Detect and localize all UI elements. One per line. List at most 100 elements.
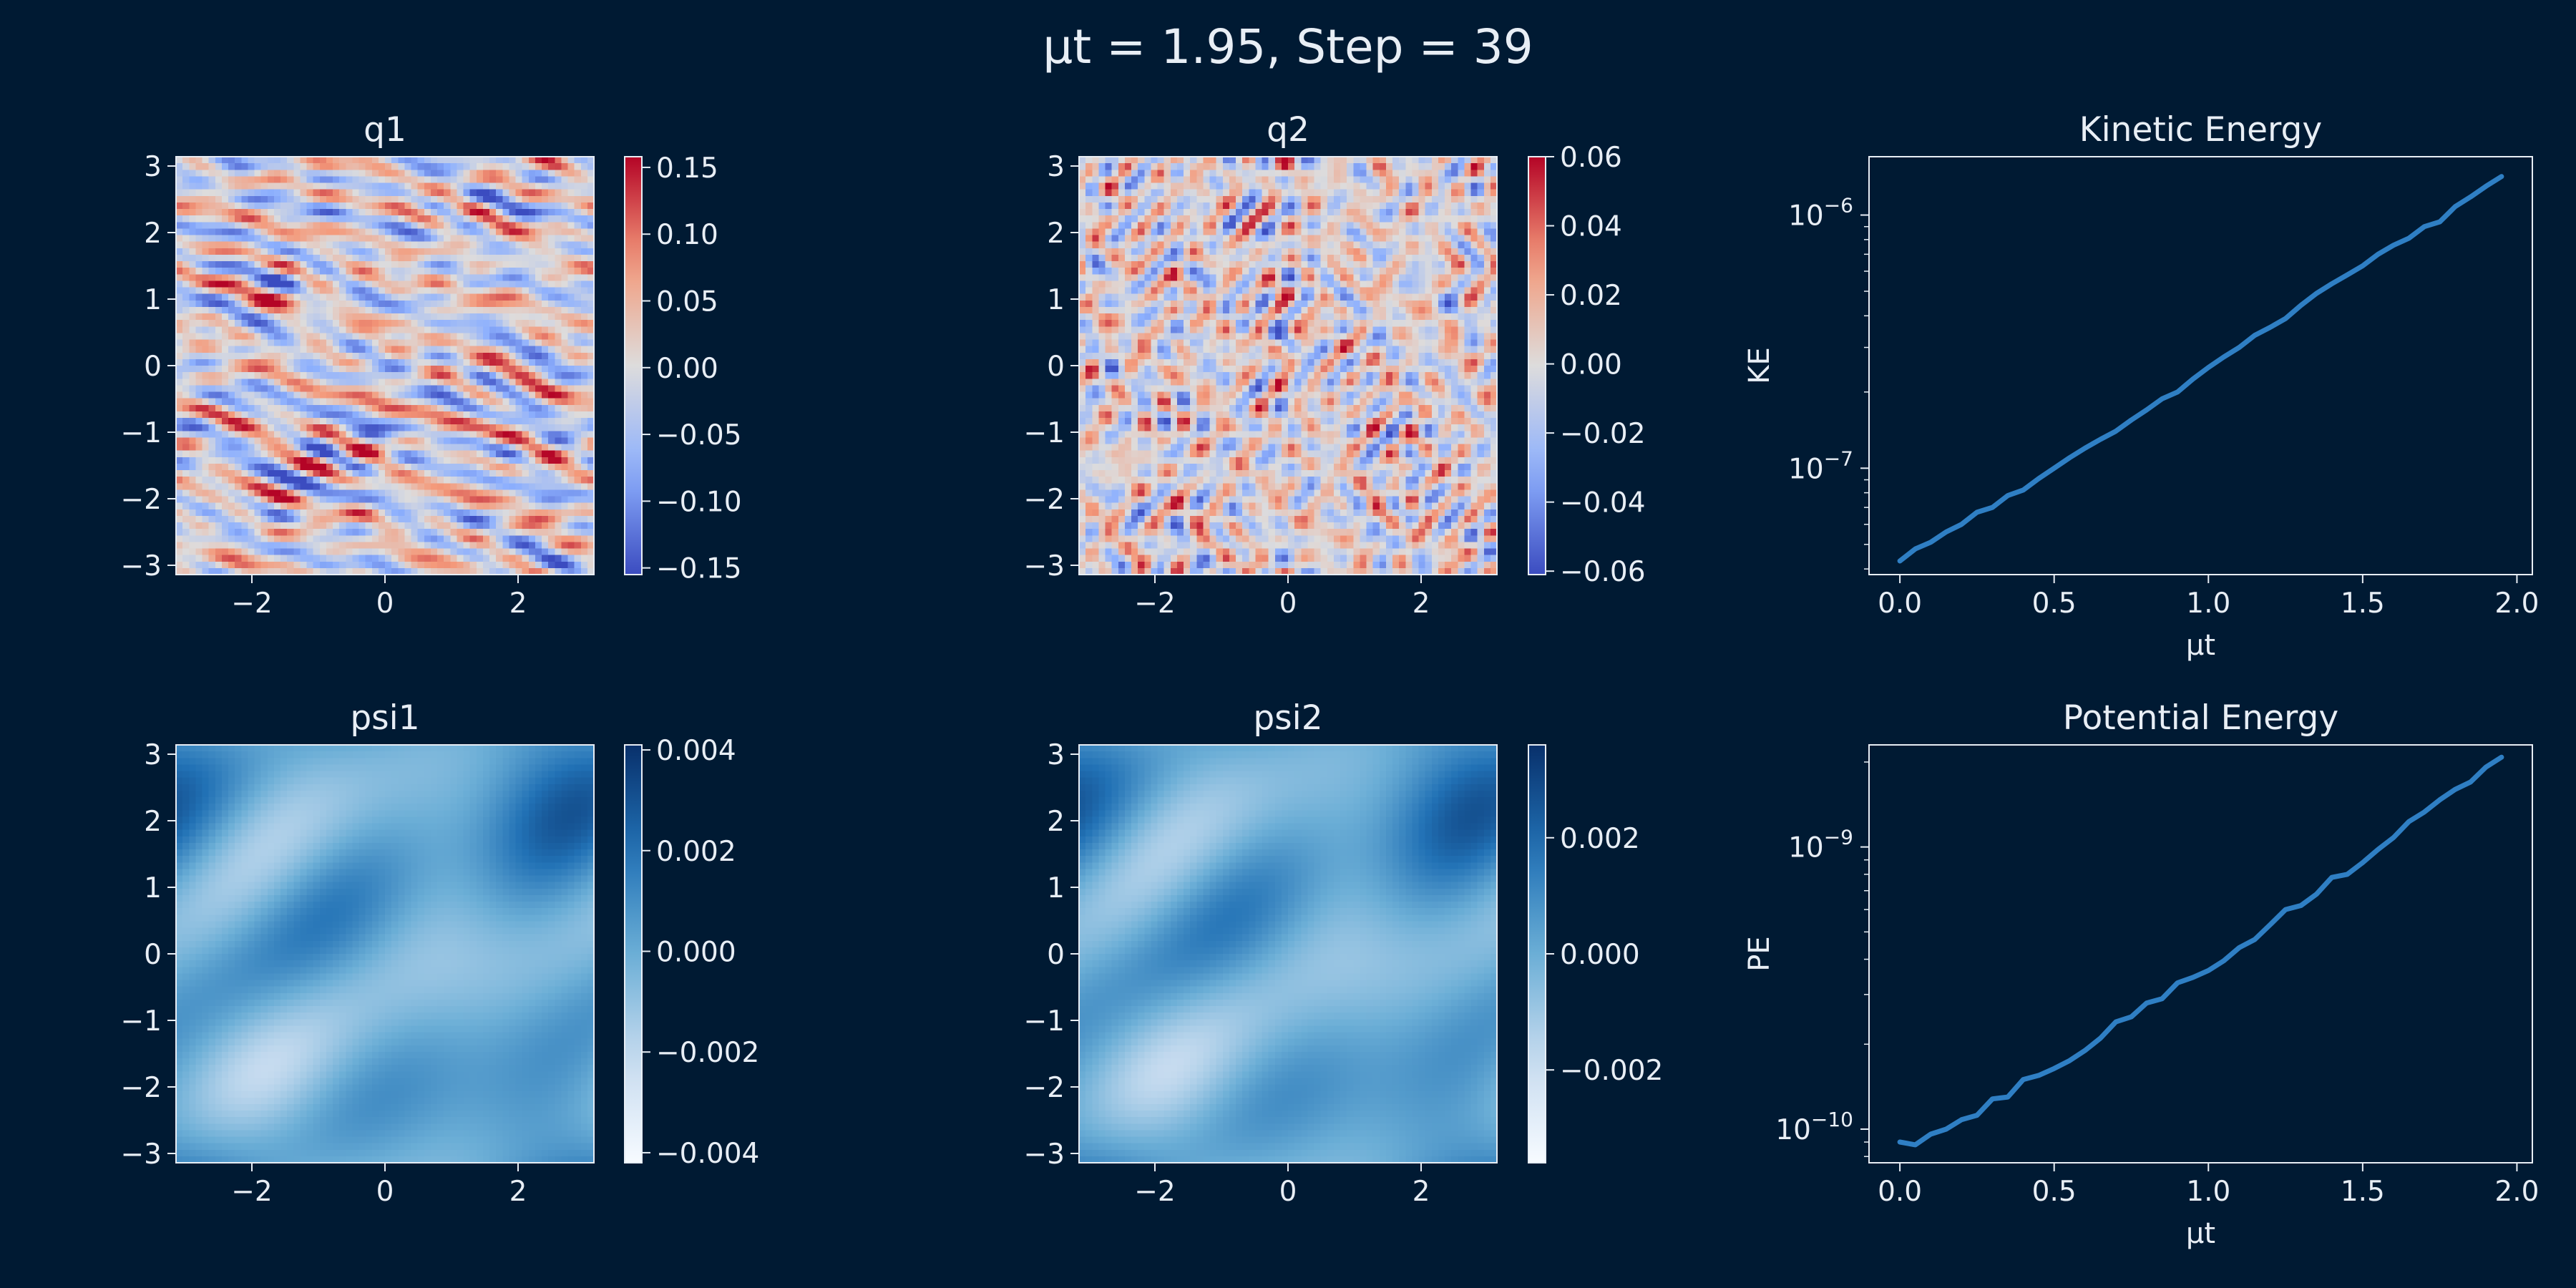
colorbar-tick-label: 0.002 — [656, 836, 736, 868]
panel-title-Kinetic Energy: Kinetic Energy — [2079, 110, 2322, 150]
figure-suptitle: μt = 1.95, Step = 39 — [1043, 19, 1533, 74]
y-tick-label: 2 — [1047, 806, 1065, 838]
y-tick-label: 0 — [144, 939, 162, 971]
colorbar-tick-label: 0.004 — [656, 735, 736, 767]
colorbar-tick-label: 0.15 — [656, 152, 718, 185]
y-tick-label: 3 — [144, 739, 162, 771]
y-tick-label: 3 — [1047, 739, 1065, 771]
panel-q2: q2 −2 0 2 −3 −2 −1 0 1 2 3 0.06 0.04 0.02 0.00 −0.02 −0.… — [1024, 110, 1646, 620]
heatmap-q1 — [176, 157, 595, 575]
colorbar-tick-label: −0.02 — [1560, 418, 1646, 450]
y-tick-label: −1 — [1024, 417, 1065, 449]
panel-title-psi2: psi2 — [1253, 698, 1322, 738]
x-tick-label: 1.5 — [2341, 1176, 2385, 1208]
y-tick-label: −3 — [121, 1138, 162, 1171]
x-tick-label: 2 — [1413, 587, 1430, 620]
y-tick-label: 1 — [1047, 284, 1065, 316]
y-tick-label: 0 — [1047, 351, 1065, 383]
x-tick-label: 0 — [1279, 1176, 1297, 1208]
y-tick-label: −2 — [121, 484, 162, 516]
y-tick-label: 2 — [144, 218, 162, 250]
colorbar-tick-label: 0.06 — [1560, 142, 1622, 174]
x-tick-label: 2.0 — [2494, 587, 2539, 620]
y-tick-label: −1 — [1024, 1005, 1065, 1038]
x-tick-label: −2 — [1134, 1176, 1176, 1208]
panel-title-Potential Energy: Potential Energy — [2063, 698, 2338, 738]
colorbar-tick-label: 0.000 — [1560, 939, 1640, 971]
y-tick-label: −3 — [121, 550, 162, 582]
y-tick-label: 10−7 — [1788, 447, 1853, 485]
colorbar-tick-label: −0.002 — [656, 1037, 759, 1069]
colorbar-q1: 0.15 0.10 0.05 0.00 −0.05 −0.10 −0.15 — [624, 152, 742, 585]
y-tick-label: 3 — [1047, 151, 1065, 183]
colorbar-tick-label: 0.002 — [1560, 823, 1640, 855]
x-tick-label: −2 — [231, 1176, 273, 1208]
axes-frame-Kinetic Energy — [1868, 156, 2533, 575]
panel-title-q1: q1 — [364, 110, 406, 150]
y-tick-label: 0 — [1047, 939, 1065, 971]
y-tick-label: −2 — [1024, 1072, 1065, 1104]
y-tick-label: −1 — [121, 1005, 162, 1038]
x-axis-label: μt — [2186, 1217, 2215, 1250]
x-tick-label: 1.5 — [2341, 587, 2385, 620]
panel-psi1: psi1 −2 0 2 −3 −2 −1 0 1 2 3 0.004 0.002 0.000 −0.002 −… — [121, 698, 760, 1208]
panel-Potential Energy: Potential Energy 0.0 0.5 1.0 1.5 2.0 10−9 10−10… — [1743, 698, 2539, 1250]
colorbar-tick-label: −0.04 — [1560, 487, 1646, 519]
colorbar-psi1: 0.004 0.002 0.000 −0.002 −0.004 — [624, 735, 759, 1170]
y-axis-label: PE — [1743, 936, 1776, 971]
panel-title-q2: q2 — [1267, 110, 1309, 150]
x-tick-label: 0 — [376, 1176, 394, 1208]
x-tick-label: 2 — [509, 1176, 527, 1208]
y-tick-label: 10−9 — [1788, 826, 1853, 864]
x-tick-label: −2 — [231, 587, 273, 620]
heatmap-psi2 — [1079, 745, 1498, 1163]
y-tick-label: 1 — [1047, 872, 1065, 904]
colorbar-tick-label: −0.002 — [1560, 1055, 1663, 1087]
x-tick-label: 1.0 — [2186, 1176, 2230, 1208]
axes-frame-Potential Energy — [1868, 744, 2533, 1163]
colorbar-tick-label: −0.15 — [656, 553, 742, 585]
y-tick-label: 0 — [144, 351, 162, 383]
colorbar-tick-label: 0.00 — [656, 353, 718, 385]
y-tick-label: 2 — [1047, 218, 1065, 250]
series-line-KE — [1897, 174, 2504, 564]
x-tick-label: 0 — [376, 587, 394, 620]
x-tick-label: 0 — [1279, 587, 1297, 620]
y-tick-label: 3 — [144, 151, 162, 183]
y-tick-label: −2 — [1024, 484, 1065, 516]
y-tick-label: 10−6 — [1788, 194, 1853, 233]
x-tick-label: 0.0 — [1878, 587, 1922, 620]
colorbar-q2: 0.06 0.04 0.02 0.00 −0.02 −0.04 −0.06 — [1528, 142, 1646, 588]
y-tick-label: 1 — [144, 284, 162, 316]
x-tick-label: 0.0 — [1878, 1176, 1922, 1208]
x-tick-label: 0.5 — [2032, 587, 2077, 620]
y-tick-label: 10−10 — [1775, 1108, 1853, 1146]
x-tick-label: −2 — [1134, 587, 1176, 620]
y-tick-label: −2 — [121, 1072, 162, 1104]
heatmap-q2 — [1079, 157, 1498, 575]
colorbar-tick-label: −0.05 — [656, 419, 742, 452]
panel-title-psi1: psi1 — [350, 698, 419, 738]
x-tick-label: 2 — [509, 587, 527, 620]
y-tick-label: −3 — [1024, 550, 1065, 582]
colorbar-tick-label: 0.04 — [1560, 211, 1622, 243]
colorbar-tick-label: 0.02 — [1560, 280, 1622, 312]
panel-psi2: psi2 −2 0 2 −3 −2 −1 0 1 2 3 0.002 0.000 −0.002 — [1024, 698, 1664, 1208]
panel-Kinetic Energy: Kinetic Energy 0.0 0.5 1.0 1.5 2.0 10−6 10−7 μt K… — [1743, 110, 2539, 662]
y-tick-label: −1 — [121, 417, 162, 449]
colorbar-tick-label: 0.10 — [656, 219, 718, 251]
x-tick-label: 1.0 — [2186, 587, 2230, 620]
colorbar-psi2: 0.002 0.000 −0.002 — [1528, 744, 1663, 1163]
colorbar-tick-label: 0.000 — [656, 936, 736, 968]
colorbar-tick-label: 0.05 — [656, 286, 718, 318]
colorbar-tick-label: −0.06 — [1560, 556, 1646, 588]
x-tick-label: 0.5 — [2032, 1176, 2077, 1208]
heatmap-psi1 — [176, 745, 595, 1163]
y-axis-label: KE — [1743, 347, 1776, 384]
colorbar-tick-label: −0.10 — [656, 486, 742, 518]
colorbar-tick-label: −0.004 — [656, 1138, 759, 1170]
series-line-PE — [1897, 754, 2504, 1148]
y-tick-label: 1 — [144, 872, 162, 904]
